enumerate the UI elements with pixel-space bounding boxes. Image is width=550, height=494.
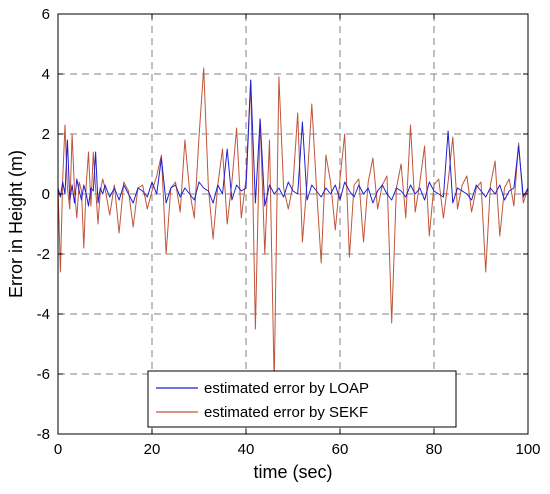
x-tick-label: 20 bbox=[144, 441, 161, 458]
x-tick-label: 60 bbox=[332, 441, 349, 458]
y-tick-label: 2 bbox=[42, 126, 50, 143]
x-axis: 0 20 40 60 80 100 bbox=[54, 14, 541, 458]
y-tick-label: -4 bbox=[37, 306, 50, 323]
y-tick-label: 4 bbox=[42, 66, 50, 83]
y-tick-label: 6 bbox=[42, 6, 50, 23]
y-tick-label: 0 bbox=[42, 186, 50, 203]
series-group bbox=[57, 67, 529, 384]
x-tick-label: 80 bbox=[426, 441, 443, 458]
x-tick-label: 0 bbox=[54, 441, 62, 458]
legend: estimated error by LOAP estimated error b… bbox=[147, 370, 457, 428]
y-axis: -8 -6 -4 -2 0 2 4 6 bbox=[37, 6, 528, 443]
plot-area bbox=[58, 14, 528, 434]
series-line-loap bbox=[57, 79, 529, 207]
series-line-sekf bbox=[57, 67, 529, 384]
y-axis-label: Error in Height (m) bbox=[6, 150, 26, 298]
legend-box bbox=[147, 370, 457, 428]
plot-frame bbox=[57, 13, 529, 435]
x-axis-label: time (sec) bbox=[253, 462, 332, 482]
legend-label: estimated error by LOAP bbox=[204, 380, 369, 397]
y-tick-label: -8 bbox=[37, 426, 50, 443]
legend-label: estimated error by SEKF bbox=[204, 404, 368, 421]
x-tick-label: 100 bbox=[515, 441, 540, 458]
y-tick-label: -6 bbox=[37, 366, 50, 383]
y-tick-label: -2 bbox=[37, 246, 50, 263]
x-tick-label: 40 bbox=[238, 441, 255, 458]
